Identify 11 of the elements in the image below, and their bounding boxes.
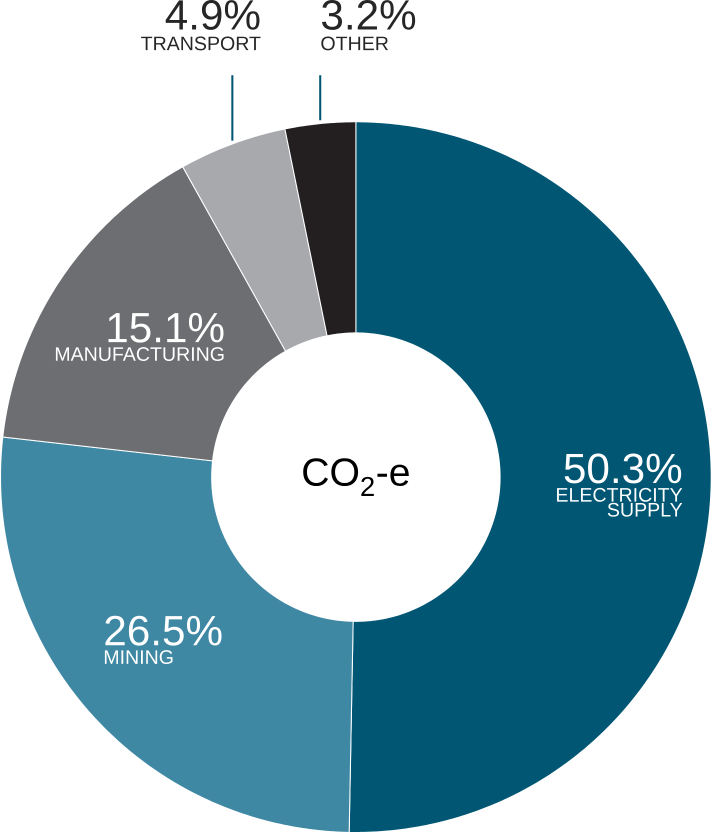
- slice-label: ELECTRICITY SUPPLY: [557, 488, 682, 517]
- slice-label: TRANSPORT: [141, 36, 261, 50]
- slice-label: MANUFACTURING: [56, 347, 224, 361]
- slice-label: MINING: [105, 650, 173, 664]
- text: CO$_{2}$-e: [303, 458, 409, 496]
- data-label: 26.5%: [106, 616, 222, 646]
- data-label: 3.2%: [322, 0, 416, 30]
- data-label: 50.3%: [564, 454, 682, 484]
- slice-label: OTHER: [321, 36, 388, 50]
- data-label: 4.9%: [166, 0, 260, 30]
- data-label: 15.1%: [108, 312, 224, 343]
